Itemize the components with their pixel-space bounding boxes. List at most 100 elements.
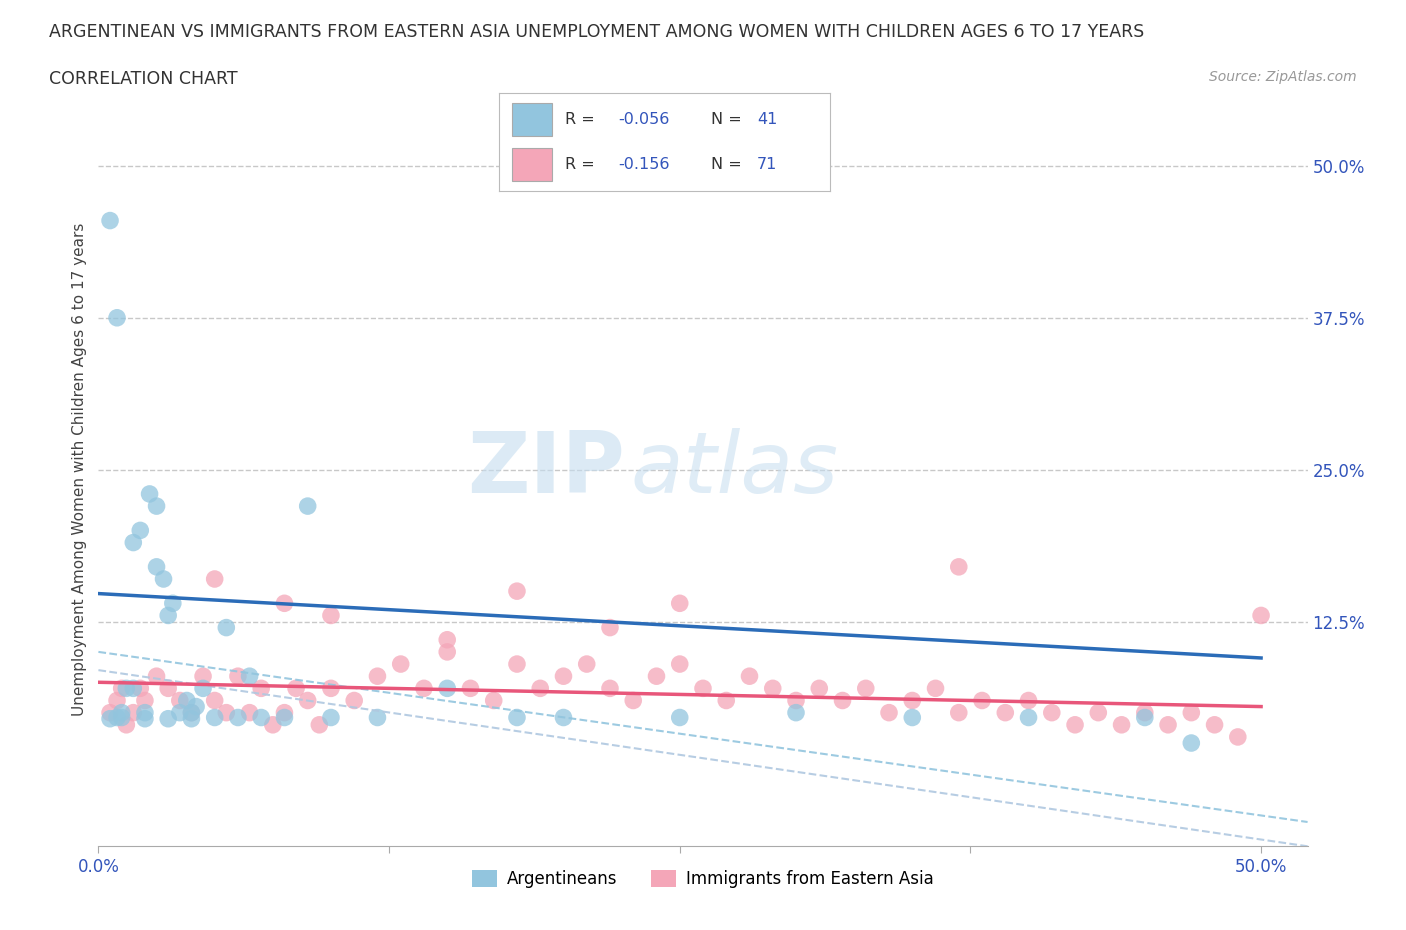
Point: [115, 681, 138, 696]
Point: [122, 535, 145, 550]
Point: [129, 523, 152, 538]
Point: [180, 705, 202, 720]
Point: [98, 213, 121, 228]
Point: [436, 644, 458, 659]
Point: [621, 693, 644, 708]
Point: [297, 693, 319, 708]
Point: [204, 711, 226, 725]
Point: [319, 608, 342, 623]
Point: [994, 705, 1017, 720]
Point: [239, 669, 262, 684]
Point: [460, 681, 482, 696]
Point: [180, 705, 202, 720]
Point: [1133, 705, 1156, 720]
Point: [184, 699, 207, 714]
Point: [1064, 717, 1087, 732]
Point: [948, 560, 970, 575]
Point: [111, 681, 134, 696]
Point: [785, 705, 807, 720]
Text: ARGENTINEAN VS IMMIGRANTS FROM EASTERN ASIA UNEMPLOYMENT AMONG WOMEN WITH CHILDR: ARGENTINEAN VS IMMIGRANTS FROM EASTERN A…: [49, 23, 1144, 41]
Text: Source: ZipAtlas.com: Source: ZipAtlas.com: [1209, 70, 1357, 84]
Text: CORRELATION CHART: CORRELATION CHART: [49, 70, 238, 87]
Point: [152, 572, 174, 587]
Point: [389, 657, 412, 671]
Point: [1018, 711, 1040, 725]
Text: N =: N =: [710, 112, 747, 126]
Point: [1111, 717, 1133, 732]
Point: [250, 711, 273, 725]
Point: [191, 669, 214, 684]
Point: [366, 711, 388, 725]
Point: [1040, 705, 1063, 720]
Point: [191, 681, 214, 696]
Point: [599, 681, 621, 696]
Point: [413, 681, 436, 696]
Point: [762, 681, 785, 696]
Point: [1180, 736, 1202, 751]
Point: [134, 711, 156, 726]
Text: -0.056: -0.056: [619, 112, 669, 126]
Point: [215, 620, 238, 635]
Point: [98, 711, 121, 726]
Point: [366, 669, 388, 684]
Point: [273, 596, 295, 611]
Text: N =: N =: [710, 157, 747, 172]
Point: [157, 608, 180, 623]
Point: [204, 693, 226, 708]
Text: -0.156: -0.156: [619, 157, 669, 172]
Point: [204, 572, 226, 587]
Point: [575, 657, 598, 671]
Point: [308, 717, 330, 732]
Point: [506, 657, 529, 671]
Point: [169, 705, 191, 720]
Point: [226, 669, 249, 684]
Y-axis label: Unemployment Among Women with Children Ages 6 to 17 years: Unemployment Among Women with Children A…: [72, 223, 87, 716]
Point: [157, 681, 180, 696]
Point: [134, 705, 156, 720]
Point: [273, 711, 295, 725]
Point: [1204, 717, 1226, 732]
Point: [948, 705, 970, 720]
Point: [553, 669, 575, 684]
Point: [285, 681, 308, 696]
Point: [122, 705, 145, 720]
Point: [1018, 693, 1040, 708]
Point: [529, 681, 551, 696]
Point: [436, 681, 458, 696]
Point: [716, 693, 738, 708]
Point: [262, 717, 284, 732]
Point: [668, 711, 690, 725]
Point: [250, 681, 273, 696]
Point: [1180, 705, 1202, 720]
Text: R =: R =: [565, 157, 600, 172]
Point: [138, 486, 160, 501]
Point: [645, 669, 668, 684]
Point: [134, 693, 156, 708]
Point: [553, 711, 575, 725]
Point: [855, 681, 877, 696]
Point: [877, 705, 900, 720]
Point: [1250, 608, 1272, 623]
Point: [111, 711, 134, 725]
Point: [506, 711, 529, 725]
Point: [180, 711, 202, 726]
Point: [1087, 705, 1109, 720]
Point: [319, 711, 342, 725]
Point: [169, 693, 191, 708]
Point: [506, 584, 529, 599]
Point: [901, 693, 924, 708]
Point: [482, 693, 505, 708]
Point: [1157, 717, 1180, 732]
Point: [297, 498, 319, 513]
Text: atlas: atlas: [630, 428, 838, 512]
Point: [1133, 711, 1156, 725]
Point: [122, 681, 145, 696]
Point: [111, 705, 134, 720]
Point: [668, 596, 690, 611]
Point: [319, 681, 342, 696]
Point: [105, 693, 128, 708]
Text: ZIP: ZIP: [467, 428, 624, 512]
Point: [599, 620, 621, 635]
Point: [785, 693, 807, 708]
Point: [808, 681, 831, 696]
